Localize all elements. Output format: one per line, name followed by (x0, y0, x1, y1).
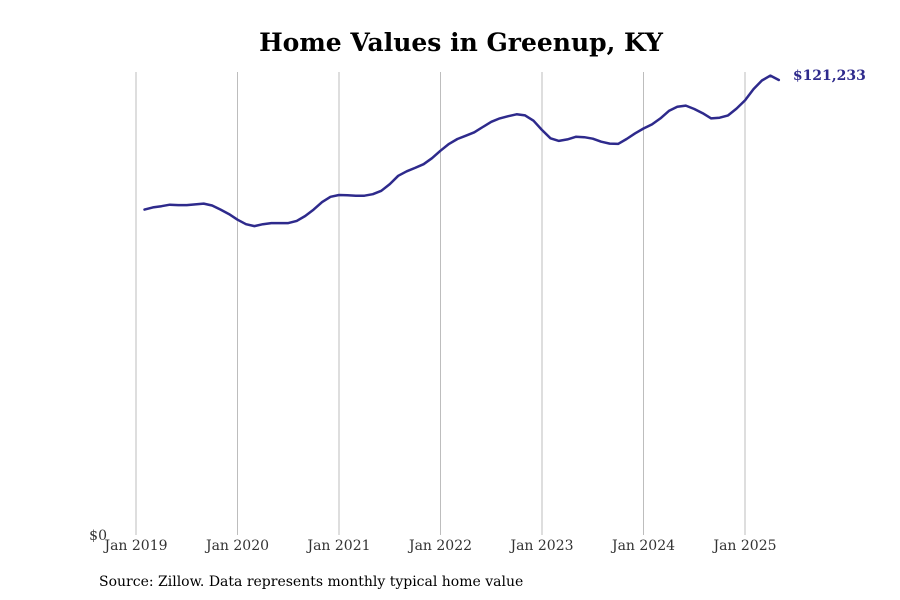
gridlines (135, 72, 746, 535)
source-note: Source: Zillow. Data represents monthly … (99, 574, 524, 590)
x-tick-label: Jan 2022 (407, 538, 472, 554)
end-value-label: $121,233 (793, 68, 866, 84)
x-tick-label: Jan 2025 (711, 538, 776, 554)
x-tick-label: Jan 2020 (204, 538, 269, 554)
y-axis-tick-labels: $0 (89, 528, 107, 544)
x-axis-tick-labels: Jan 2019 Jan 2020 Jan 2021 Jan 2022 Jan 2023… (102, 538, 776, 554)
home-value-series-line (143, 74, 781, 228)
series-layer (143, 74, 781, 228)
x-tick-label: Jan 2019 (102, 538, 167, 554)
y-tick-label: $0 (89, 528, 107, 544)
x-tick-label: Jan 2023 (508, 538, 573, 554)
x-tick-label: Jan 2021 (305, 538, 370, 554)
chart-title: Home Values in Greenup, KY (259, 28, 663, 57)
x-tick-label: Jan 2024 (610, 538, 675, 554)
end-label-layer: $121,233 (793, 68, 866, 84)
